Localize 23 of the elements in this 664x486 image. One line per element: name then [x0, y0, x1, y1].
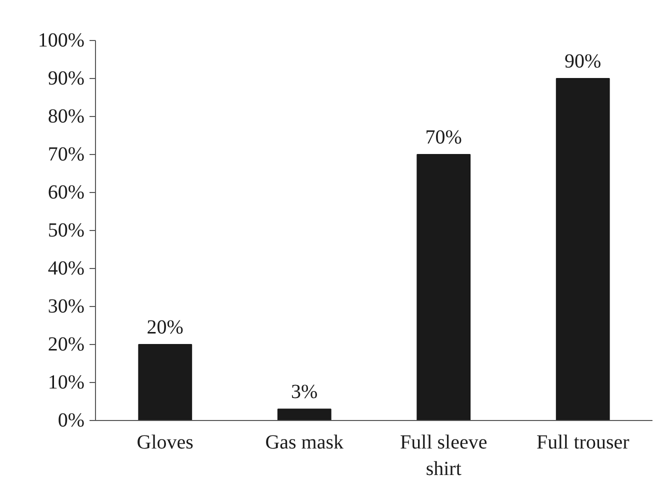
data-label: 70%: [425, 126, 462, 148]
y-tick-label: 60%: [48, 182, 85, 204]
x-tick-label: Full trouser: [536, 432, 630, 454]
y-tick-label: 20%: [48, 334, 85, 356]
bar: [138, 344, 192, 420]
x-tick-label: Gloves: [136, 432, 194, 454]
y-tick-label: 50%: [48, 220, 85, 242]
y-tick-label: 90%: [48, 68, 85, 90]
y-tick-label: 40%: [48, 258, 85, 280]
bar: [556, 78, 610, 420]
y-tick-label: 30%: [48, 296, 85, 318]
x-tick-label: Full sleeve shirt: [400, 432, 488, 480]
y-tick-label: 0%: [58, 410, 85, 432]
bar: [416, 154, 471, 420]
y-tick-label: 10%: [48, 372, 85, 394]
y-tick-label: 80%: [48, 106, 85, 128]
y-tick-label: 70%: [48, 144, 85, 166]
y-tick-label: 100%: [38, 30, 85, 52]
bar: [277, 408, 332, 420]
data-label: 20%: [146, 316, 184, 338]
x-tick-label: Gas mask: [265, 432, 344, 454]
data-label: 90%: [564, 50, 602, 72]
data-label: 3%: [291, 381, 318, 404]
